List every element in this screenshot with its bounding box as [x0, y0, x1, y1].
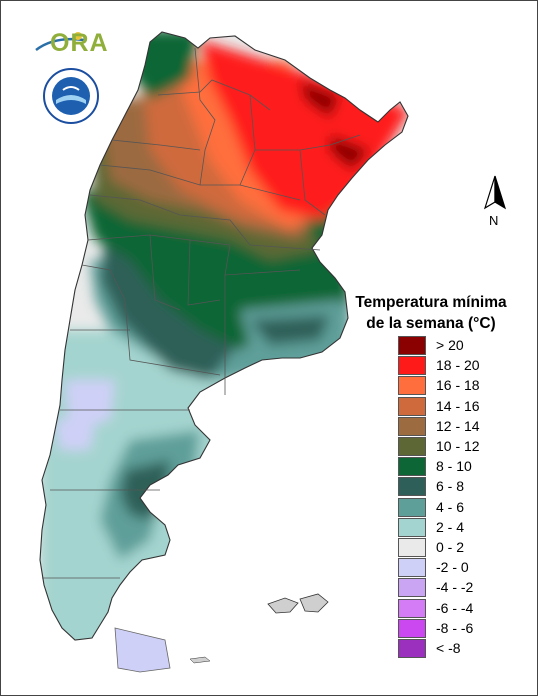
legend-swatch [398, 356, 426, 376]
legend-label: -6 - -4 [436, 599, 474, 616]
legend-item: < -8 [398, 639, 538, 659]
legend-item: > 20 [398, 336, 538, 356]
legend-item: 2 - 4 [398, 517, 538, 538]
legend-swatch [398, 558, 426, 578]
legend-swatch [398, 497, 426, 517]
legend-label: 12 - 14 [436, 417, 480, 434]
legend-item: -8 - -6 [398, 618, 538, 639]
legend-item: -6 - -4 [398, 598, 538, 619]
legend-label: -8 - -6 [436, 619, 474, 636]
legend-swatch [398, 457, 426, 477]
legend-label: -2 - 0 [436, 559, 469, 576]
tierra-del-fuego [114, 627, 171, 673]
legend-item: 14 - 16 [398, 396, 538, 417]
legend-item: -2 - 0 [398, 558, 538, 578]
legend-item: 4 - 6 [398, 497, 538, 518]
legend-title-line-1: Temperatura mínima [355, 294, 507, 311]
north-label: N [489, 213, 499, 228]
legend-swatch [398, 376, 426, 396]
legend-label: 8 - 10 [436, 458, 472, 475]
legend-label: 4 - 6 [436, 498, 465, 515]
legend-item: -4 - -2 [398, 578, 538, 598]
legend-label: 14 - 16 [436, 397, 480, 414]
legend-item: 8 - 10 [398, 457, 538, 477]
legend-swatch [398, 437, 426, 456]
north-arrow: N [480, 174, 514, 230]
legend-label: 10 - 12 [436, 438, 480, 454]
legend-swatch [398, 639, 426, 658]
legend-label: < -8 [436, 640, 461, 656]
legend-swatch [398, 538, 426, 557]
legend-label: 0 - 2 [436, 539, 465, 555]
legend-swatch [398, 477, 426, 497]
smn-seal [43, 68, 99, 124]
legend-swatch [398, 396, 426, 416]
ora-logo-text: ORA [50, 29, 109, 57]
isla-de-los-estados [189, 656, 211, 664]
legend-label: 16 - 18 [436, 377, 480, 394]
legend-label: 6 - 8 [436, 478, 465, 495]
legend-item: 12 - 14 [398, 416, 538, 437]
legend-title-line-2: de la semana (°C) [366, 315, 496, 332]
legend-label: -4 - -2 [436, 579, 474, 596]
legend-item: 0 - 2 [398, 538, 538, 558]
legend-item: 18 - 20 [398, 356, 538, 376]
malvinas-islands [267, 593, 329, 614]
legend-swatch [398, 416, 426, 436]
province-boundaries [39, 31, 409, 641]
legend-item: 16 - 18 [398, 376, 538, 396]
legend-label: 18 - 20 [436, 357, 480, 374]
legend-item: 10 - 12 [398, 437, 538, 457]
legend-label: > 20 [436, 337, 464, 353]
legend-label: 2 - 4 [436, 518, 465, 535]
legend-swatch [398, 517, 426, 537]
legend-swatch [398, 336, 426, 355]
legend-swatch [398, 578, 426, 598]
legend-title: Temperatura mínima de la semana (°C) [336, 292, 526, 334]
legend-swatch [398, 598, 426, 618]
ora-logo: ORA [34, 28, 108, 58]
legend-swatch [398, 618, 426, 638]
legend-item: 6 - 8 [398, 477, 538, 497]
north-arrow-icon [483, 175, 507, 210]
